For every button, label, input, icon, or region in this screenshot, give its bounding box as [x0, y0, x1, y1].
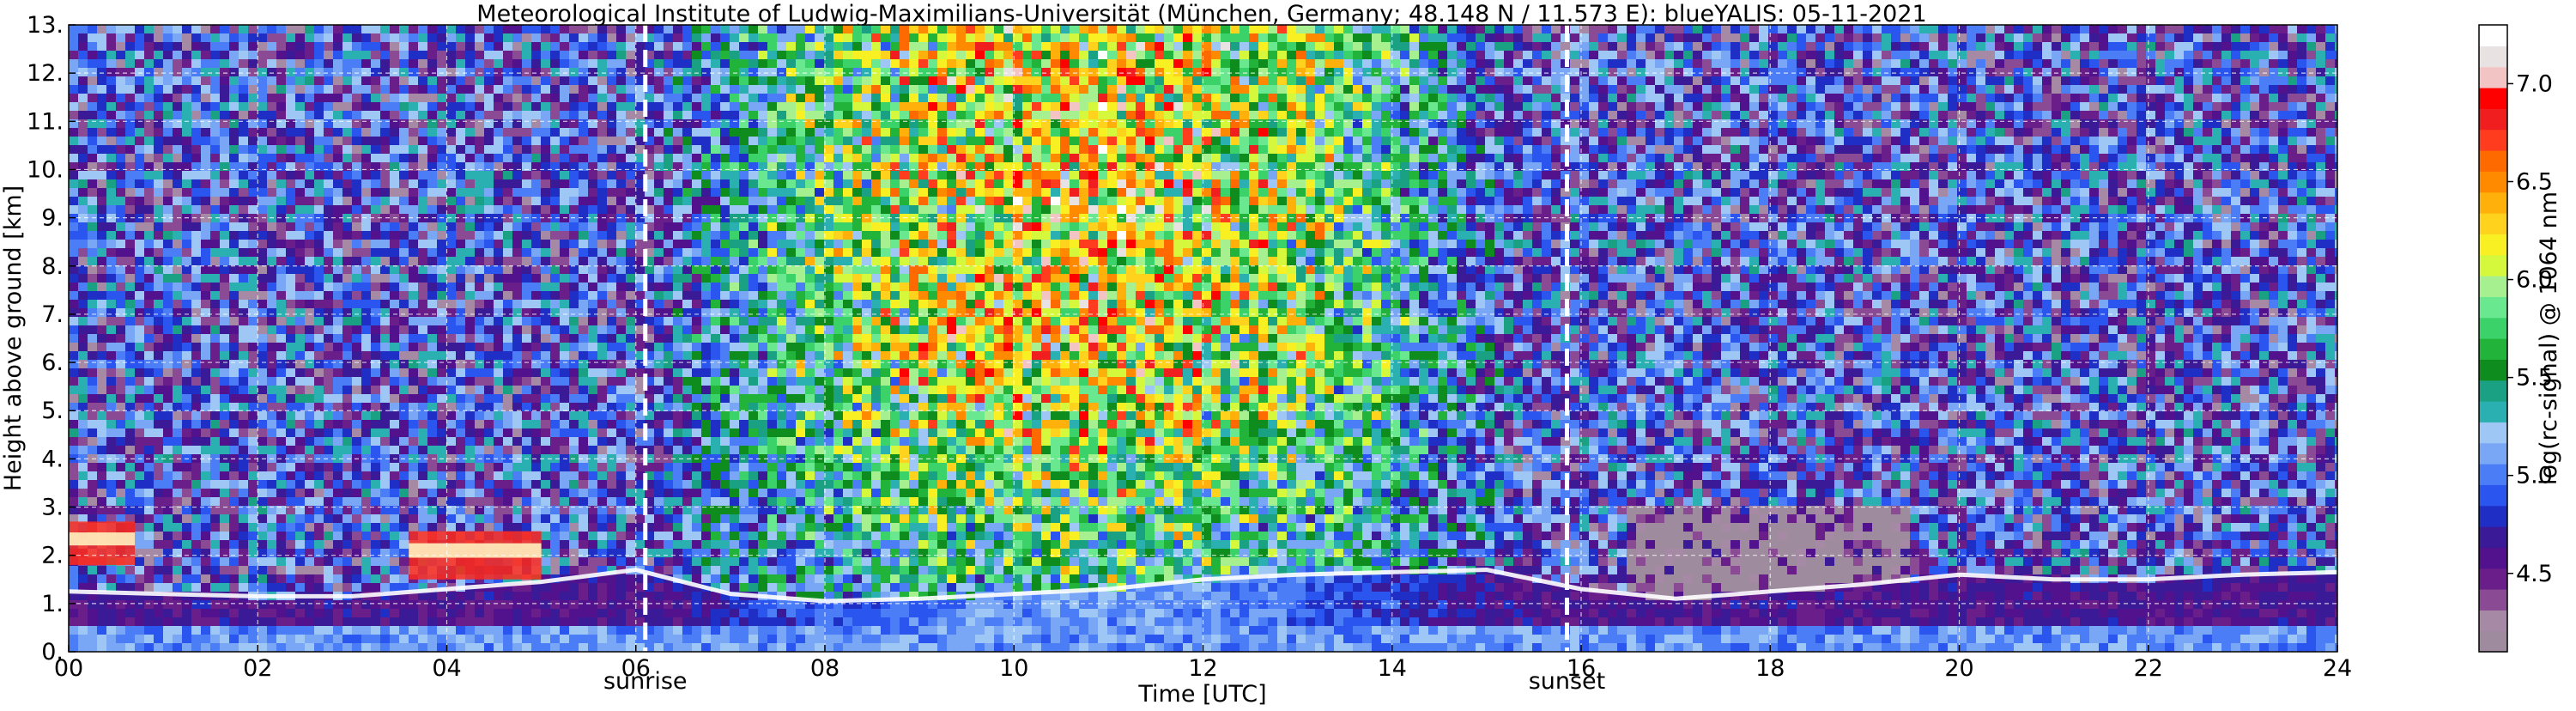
cloud-core	[69, 532, 135, 545]
plot-area	[69, 25, 2344, 652]
colorbar-segment	[2479, 464, 2507, 485]
colorbar-segment	[2479, 359, 2507, 380]
y-tick-label: 13.	[27, 12, 64, 39]
colorbar-tick-label: 7.0	[2516, 70, 2553, 97]
y-tick-label: 11.	[27, 108, 64, 135]
colorbar-segment	[2479, 255, 2507, 276]
colorbar-segment	[2479, 276, 2507, 297]
colorbar-segment	[2479, 88, 2507, 109]
colorbar-segment	[2479, 422, 2507, 443]
colorbar-segment	[2479, 484, 2507, 506]
colorbar-segment	[2479, 547, 2507, 568]
colorbar-segment	[2479, 589, 2507, 611]
x-axis-label: Time [UTC]	[1137, 681, 1266, 708]
colorbar-segment	[2479, 526, 2507, 548]
x-tick-label: 20	[1944, 655, 1973, 682]
y-tick-label: 10.	[27, 156, 64, 183]
x-tick-label: 10	[999, 655, 1028, 682]
y-tick-label: 2.	[41, 543, 64, 569]
colorbar-segment	[2479, 192, 2507, 214]
colorbar-segment	[2479, 506, 2507, 527]
y-tick-label: 6.	[41, 349, 64, 376]
chart-title: Meteorological Institute of Ludwig-Maxim…	[476, 1, 1926, 27]
y-tick-label: 5.	[41, 398, 64, 424]
colorbar-segment	[2479, 338, 2507, 360]
colorbar-segment	[2479, 150, 2507, 172]
colorbar-segment	[2479, 296, 2507, 318]
colorbar-segment	[2479, 234, 2507, 255]
colorbar-segment	[2479, 213, 2507, 234]
colorbar-segment	[2479, 443, 2507, 465]
y-tick-label: 4.	[41, 446, 64, 472]
y-tick-label: 12.	[27, 60, 64, 87]
x-tick-label: 22	[2134, 655, 2163, 682]
colorbar-segment	[2479, 610, 2507, 631]
colorbar-segment	[2479, 171, 2507, 192]
x-tick-label: 24	[2323, 655, 2352, 682]
x-tick-label: 02	[243, 655, 272, 682]
y-axis-label: Height above ground [km]	[0, 185, 27, 491]
colorbar-tick-label: 6.5	[2516, 169, 2553, 196]
colorbar-segment	[2479, 380, 2507, 402]
x-tick-label: 12	[1188, 655, 1217, 682]
y-tick-label: 7.	[41, 301, 64, 328]
y-tick-label: 8.	[41, 253, 64, 280]
colorbar-segment	[2479, 568, 2507, 590]
colorbar-segment	[2479, 108, 2507, 130]
x-tick-label: 18	[1755, 655, 1785, 682]
colorbar-segment	[2479, 130, 2507, 151]
colorbar-segment	[2479, 46, 2507, 67]
y-tick-label: 1.	[41, 591, 64, 617]
colorbar-segment	[2479, 67, 2507, 88]
x-tick-label: 16	[1567, 655, 1596, 682]
colorbar-label: log(rc-signal) @ 1064 nm	[2536, 191, 2562, 485]
x-tick-label: 14	[1378, 655, 1407, 682]
colorbar-segment	[2479, 25, 2507, 46]
colorbar-segment	[2479, 401, 2507, 422]
colorbar-segment	[2479, 631, 2507, 653]
colorbar-segment	[2479, 318, 2507, 339]
y-tick-label: 9.	[41, 205, 64, 232]
y-tick-label: 3.	[41, 495, 64, 521]
x-tick-label: 04	[432, 655, 461, 682]
cloud-core	[409, 544, 541, 558]
x-tick-label: 08	[810, 655, 839, 682]
x-tick-label: 06	[621, 655, 651, 682]
colorbar-tick-label: 4.5	[2516, 561, 2553, 587]
y-tick-label: 0.	[41, 639, 64, 665]
